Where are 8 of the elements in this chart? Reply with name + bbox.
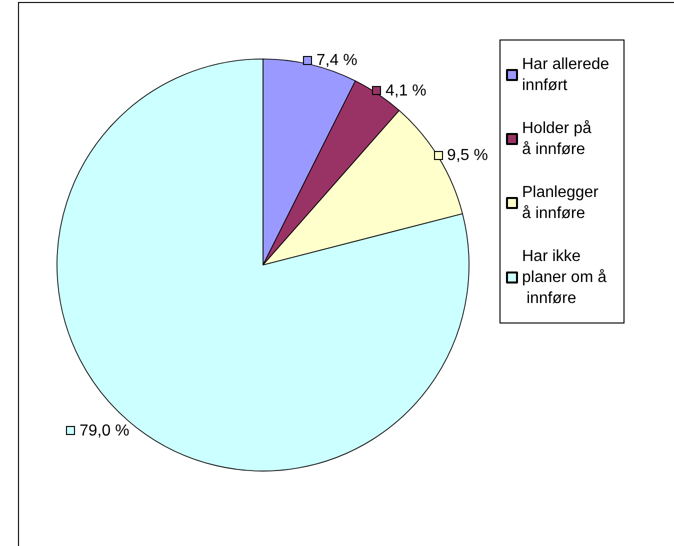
data-label: 9,5 % xyxy=(447,146,488,164)
data-label: 4,1 % xyxy=(385,82,426,100)
data-label: 7,4 % xyxy=(316,52,358,70)
legend-label: Planlegger å innføre xyxy=(522,184,603,222)
data-label: 79,0 % xyxy=(79,422,130,440)
legend-label: Har allerede innført xyxy=(522,56,614,94)
legend-label: Holder på å innføre xyxy=(522,120,596,158)
legend-label: Har ikke planer om å innføre xyxy=(522,248,607,307)
